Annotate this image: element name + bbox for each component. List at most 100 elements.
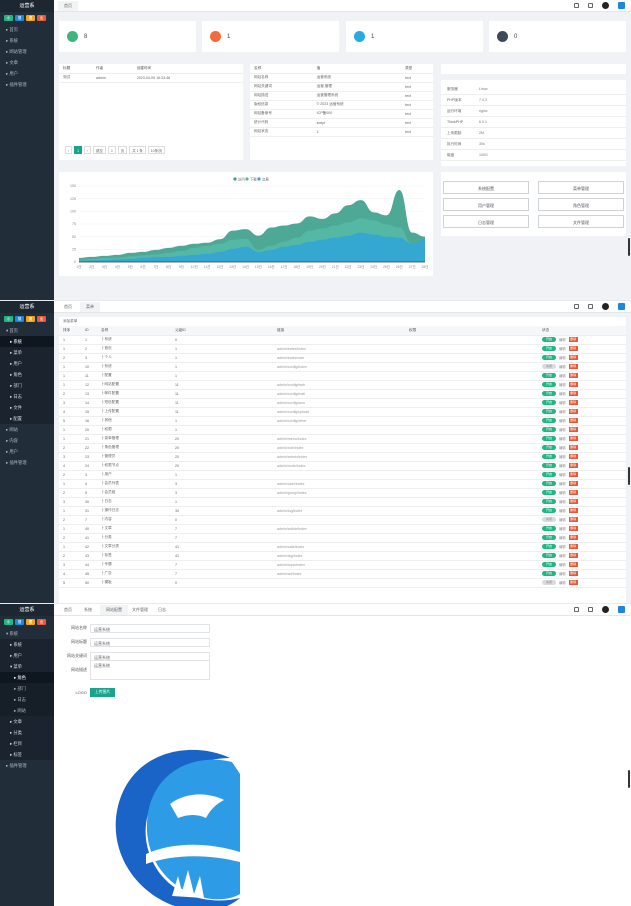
page-size-select[interactable]: 10条/页 xyxy=(147,146,166,154)
table-row[interactable]: 3 14 ├ 短信配置 11 admin/config/sms 开启 编辑 删除 xyxy=(59,398,626,408)
status-toggle[interactable]: 关闭 xyxy=(542,517,556,522)
page-scrollbar[interactable] xyxy=(628,770,630,788)
table-row[interactable]: 统计代码 script text xyxy=(250,118,433,128)
table-row[interactable]: 测试 admin 2023-04-09 16:23:48 xyxy=(59,73,243,83)
fullscreen-icon[interactable] xyxy=(574,3,579,8)
edit-button[interactable]: 编辑 xyxy=(559,491,566,495)
table-row[interactable]: 1 20 ├ 权限 1 开启 编辑 删除 xyxy=(59,425,626,435)
sidebar-item[interactable]: ▸ 内容 xyxy=(6,438,18,443)
delete-button[interactable]: 删除 xyxy=(568,472,578,477)
delete-button[interactable]: 删除 xyxy=(568,337,578,342)
sidebar-item[interactable]: ▸ 部门 xyxy=(0,683,54,694)
mini-button[interactable]: 搜 xyxy=(15,15,24,21)
page-jump-input[interactable]: 1 xyxy=(107,146,116,154)
mini-button[interactable]: 出 xyxy=(37,15,46,21)
sidebar-item[interactable]: ▸ 插件管理 xyxy=(6,460,27,465)
mini-button[interactable]: 搜 xyxy=(15,619,24,625)
edit-button[interactable]: 编辑 xyxy=(559,347,566,351)
edit-button[interactable]: 编辑 xyxy=(559,509,566,513)
sidebar-item[interactable]: ▸ 网站 xyxy=(0,705,54,716)
mini-button[interactable]: 置 xyxy=(26,15,35,21)
table-row[interactable]: 3 23 ├ 管理员 20 admin/admin/index 开启 编辑 删除 xyxy=(59,452,626,462)
delete-button[interactable]: 删除 xyxy=(568,508,578,513)
edit-button[interactable]: 编辑 xyxy=(559,455,566,459)
mini-button[interactable]: 置 xyxy=(26,316,35,322)
sidebar-item[interactable]: ▸ 标签 xyxy=(0,749,54,760)
delete-button[interactable]: 删除 xyxy=(568,346,578,351)
sidebar-item[interactable]: ▸ 分类 xyxy=(0,727,54,738)
series-area-2[interactable] xyxy=(79,232,425,262)
table-row[interactable]: 4 24 ├ 权限节点 20 admin/node/index 开启 编辑 删除 xyxy=(59,461,626,471)
table-row[interactable]: 1 31 ├ 操作日志 30 admin/log/index 开启 编辑 删除 xyxy=(59,506,626,516)
table-row[interactable]: 1 4 ├ 会员列表 3 admin/user/index 开启 编辑 删除 xyxy=(59,479,626,489)
edit-button[interactable]: 编辑 xyxy=(559,410,566,414)
page-scrollbar[interactable] xyxy=(628,238,630,256)
tab-home[interactable]: 首页 xyxy=(58,1,78,11)
edit-button[interactable]: 编辑 xyxy=(559,428,566,432)
bell-icon[interactable] xyxy=(588,3,593,8)
delete-button[interactable]: 删除 xyxy=(568,517,578,522)
status-toggle[interactable]: 关闭 xyxy=(542,580,556,585)
sidebar-item[interactable]: ▸ 文章 xyxy=(6,60,18,65)
table-row[interactable]: 网站名称 运营系统 text xyxy=(250,73,433,83)
tab-files[interactable]: 文件管理 xyxy=(132,607,148,612)
edit-button[interactable]: 编辑 xyxy=(559,437,566,441)
status-toggle[interactable]: 开启 xyxy=(542,382,556,387)
status-toggle[interactable]: 关闭 xyxy=(542,364,556,369)
quick-button[interactable]: 角色管理 xyxy=(538,198,624,211)
add-menu-button[interactable]: 添加菜单 xyxy=(63,319,78,323)
delete-button[interactable]: 删除 xyxy=(568,400,578,405)
table-row[interactable]: 2 3 ├ 用户 1 开启 编辑 删除 xyxy=(59,470,626,480)
delete-button[interactable]: 删除 xyxy=(568,580,578,585)
status-toggle[interactable]: 开启 xyxy=(542,454,556,459)
tab-system[interactable]: 系统 xyxy=(84,607,92,612)
sidebar-item[interactable]: ▸ 用户 xyxy=(0,358,54,369)
status-toggle[interactable]: 开启 xyxy=(542,445,556,450)
sidebar-item[interactable]: ▸ 插件管理 xyxy=(6,82,27,87)
mini-button[interactable]: 小 xyxy=(4,15,13,21)
mini-button[interactable]: 出 xyxy=(37,619,46,625)
table-row[interactable]: 1 12 ├ 网站配置 11 admin/config/web 开启 编辑 删除 xyxy=(59,380,626,390)
status-toggle[interactable]: 开启 xyxy=(542,337,556,342)
status-toggle[interactable]: 开启 xyxy=(542,490,556,495)
table-row[interactable]: 网站备案号 ICP备000 text xyxy=(250,109,433,119)
tab-logs[interactable]: 日志 xyxy=(158,607,166,612)
settings-icon[interactable] xyxy=(618,606,625,613)
status-toggle[interactable]: 开启 xyxy=(542,499,556,504)
status-toggle[interactable]: 开启 xyxy=(542,409,556,414)
legend-item[interactable]: 下载 xyxy=(245,176,257,181)
status-toggle[interactable]: 开启 xyxy=(542,562,556,567)
table-row[interactable]: 2 7 ├ 内容 0 关闭 编辑 删除 xyxy=(59,515,626,525)
delete-button[interactable]: 删除 xyxy=(568,562,578,567)
legend-item[interactable]: 交易 xyxy=(257,176,269,181)
status-toggle[interactable]: 开启 xyxy=(542,544,556,549)
status-toggle[interactable]: 开启 xyxy=(542,427,556,432)
table-row[interactable]: 2 3 ├ 个人 1 admin/index/user 开启 编辑 删除 xyxy=(59,353,626,363)
avatar[interactable] xyxy=(602,2,609,9)
status-toggle[interactable]: 开启 xyxy=(542,418,556,423)
sidebar-item[interactable]: ▸ 角色 xyxy=(0,672,54,683)
sidebar-item[interactable]: ▾ 菜单 xyxy=(0,661,54,672)
edit-button[interactable]: 编辑 xyxy=(559,545,566,549)
table-row[interactable]: 3 44 ├ 专题 7 admin/topic/index 开启 编辑 删除 xyxy=(59,560,626,570)
table-row[interactable]: 1 40 ├ 文章 7 admin/article/index 开启 编辑 删除 xyxy=(59,524,626,534)
delete-button[interactable]: 删除 xyxy=(568,391,578,396)
table-row[interactable]: 4 45 ├ 广告 7 admin/ad/index 开启 编辑 删除 xyxy=(59,569,626,579)
status-toggle[interactable]: 开启 xyxy=(542,526,556,531)
delete-button[interactable]: 删除 xyxy=(568,526,578,531)
delete-button[interactable]: 删除 xyxy=(568,553,578,558)
delete-button[interactable]: 删除 xyxy=(568,571,578,576)
edit-button[interactable]: 编辑 xyxy=(559,401,566,405)
edit-button[interactable]: 编辑 xyxy=(559,419,566,423)
delete-button[interactable]: 删除 xyxy=(568,445,578,450)
tab-home[interactable]: 首页 xyxy=(64,607,72,612)
status-toggle[interactable]: 开启 xyxy=(542,373,556,378)
avatar[interactable] xyxy=(602,606,609,613)
sidebar-item[interactable]: ▸ 文件 xyxy=(0,402,54,413)
page-prev[interactable]: ‹ xyxy=(65,146,73,154)
sidebar-item[interactable]: ▸ 系统 xyxy=(6,38,18,43)
table-row[interactable]: 5 16 ├ 其他 1 admin/config/other 开启 编辑 删除 xyxy=(59,416,626,426)
bell-icon[interactable] xyxy=(588,304,593,309)
status-toggle[interactable]: 开启 xyxy=(542,391,556,396)
table-row[interactable]: 1 2 ├ 首页 1 admin/index/index 开启 编辑 删除 xyxy=(59,344,626,354)
